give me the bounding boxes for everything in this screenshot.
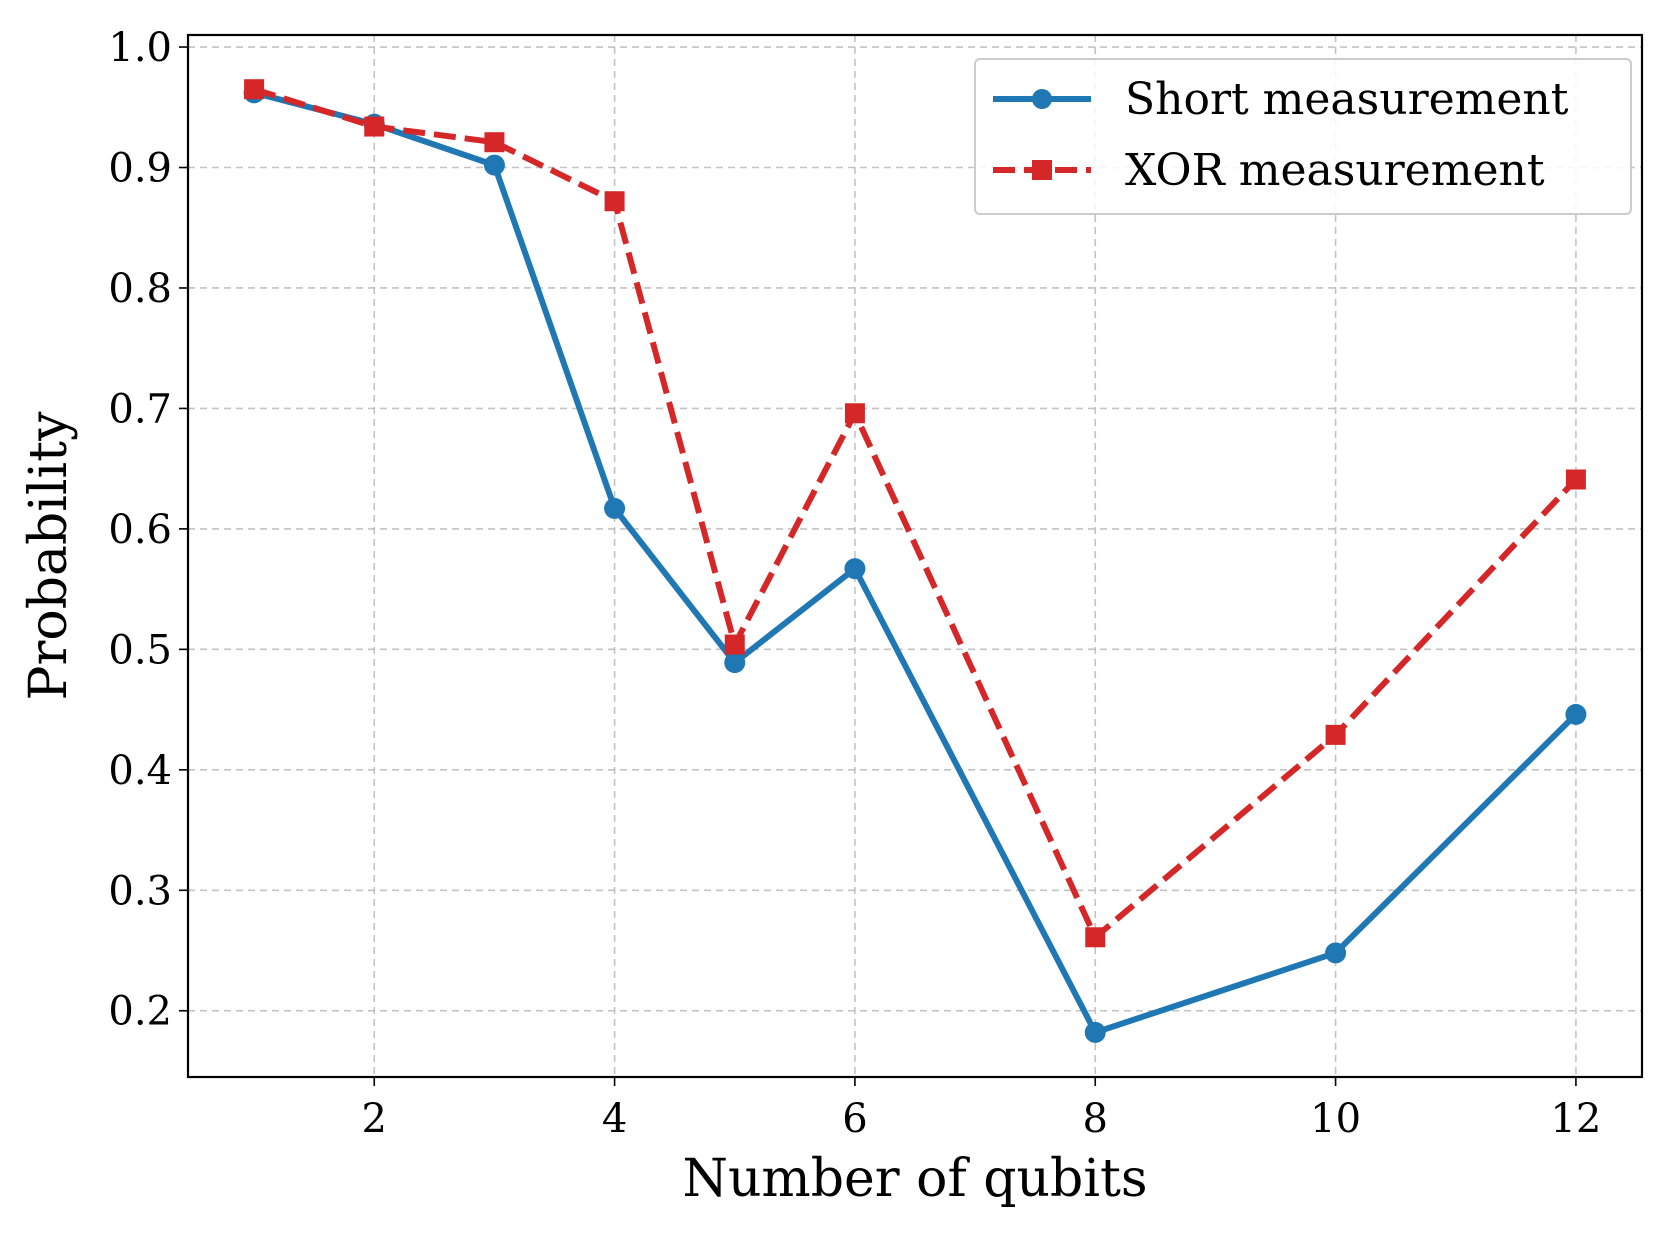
data-point (1085, 927, 1106, 948)
legend-box (974, 58, 1632, 215)
data-point (1032, 89, 1052, 109)
data-point (1032, 160, 1052, 180)
data-point (844, 558, 866, 580)
series-line (253, 86, 1579, 941)
data-point (364, 116, 385, 137)
series-short-measurement (243, 82, 1587, 1043)
y-tick-label: 0.7 (108, 386, 172, 432)
x-tick-label: 10 (1310, 1096, 1361, 1142)
data-point (483, 154, 505, 176)
data-point (1325, 724, 1346, 745)
y-tick-label: 0.9 (108, 146, 172, 192)
y-tick-label: 0.8 (108, 266, 172, 312)
y-axis-title: Probability (19, 411, 79, 701)
y-tick-label: 0.6 (108, 507, 172, 553)
data-point (1565, 703, 1587, 725)
x-tick-label: 6 (842, 1096, 867, 1142)
series-xor-measurement (244, 79, 1586, 948)
x-axis-title: Number of qubits (682, 1149, 1147, 1209)
y-tick-label: 0.3 (108, 868, 172, 914)
x-tick-label: 8 (1083, 1096, 1108, 1142)
axis-ticks: 0.2 0.3 0.4 0.5 0.6 0.7 0.8 0.9 1.0 2 4 6 8 10 12 (108, 25, 1601, 1142)
legend: Short measurement XOR measurement (974, 58, 1632, 215)
data-point (244, 79, 265, 100)
y-tick-label: 0.4 (108, 748, 172, 794)
data-point (1084, 1021, 1106, 1043)
x-tick-label: 4 (602, 1096, 627, 1142)
data-point (604, 497, 626, 519)
data-point (844, 403, 865, 424)
data-point (484, 132, 505, 153)
legend-item: Short measurement (993, 74, 1569, 125)
legend-item: XOR measurement (993, 145, 1545, 196)
legend-label: XOR measurement (1125, 145, 1545, 196)
y-tick-label: 1.0 (108, 25, 172, 71)
y-tick-label: 0.2 (108, 989, 172, 1035)
plot-series (243, 79, 1587, 1043)
x-tick-label: 12 (1550, 1096, 1601, 1142)
y-tick-label: 0.5 (108, 627, 172, 673)
x-tick-label: 2 (362, 1096, 387, 1142)
data-point (724, 652, 746, 674)
data-point (1325, 942, 1347, 964)
data-point (724, 634, 745, 655)
plot-frame (186, 33, 1644, 1079)
series-line (253, 89, 1579, 1036)
data-point (1565, 469, 1586, 490)
data-point (604, 191, 625, 212)
legend-label: Short measurement (1125, 74, 1569, 125)
